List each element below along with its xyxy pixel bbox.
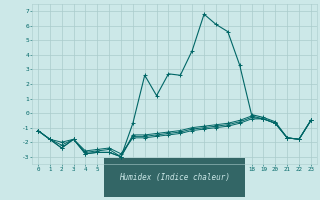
- X-axis label: Humidex (Indice chaleur): Humidex (Indice chaleur): [119, 173, 230, 182]
